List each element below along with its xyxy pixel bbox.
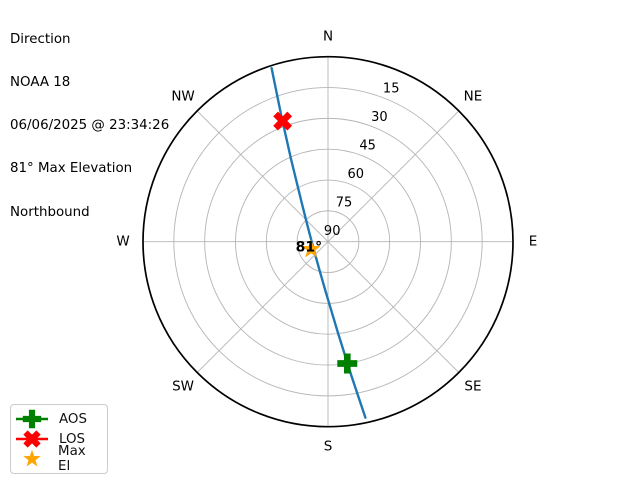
pass-direction: Northbound: [10, 204, 90, 220]
star-icon: [23, 449, 41, 467]
pass-info-block: Direction NOAA 18 06/06/2025 @ 23:34:26 …: [10, 4, 169, 249]
satellite-name: NOAA 18: [10, 75, 71, 91]
compass-label-NE: NE: [464, 89, 483, 105]
legend-item-aos: AOS: [15, 409, 101, 429]
elevation-tick-label-45: 45: [359, 139, 376, 154]
legend-box: AOS LOS Max El: [10, 404, 108, 474]
aos-marker: [337, 353, 358, 374]
compass-label-W: W: [116, 234, 129, 250]
elevation-tick-label-90: 90: [324, 224, 341, 239]
elevation-tick-label-60: 60: [348, 167, 365, 182]
legend-item-los: LOS: [15, 429, 101, 449]
compass-label-N: N: [323, 29, 333, 45]
max-el-marker: [301, 239, 321, 258]
plus-icon: [22, 409, 42, 429]
horizon-circle: [142, 55, 514, 428]
legend-label: Max El: [58, 444, 86, 474]
elevation-tick-label-15: 15: [383, 82, 400, 97]
compass-label-E: E: [529, 234, 538, 250]
elevation-tick-label-30: 30: [371, 110, 388, 125]
max-elevation-text: 81° Max Elevation: [10, 161, 133, 177]
azimuth-spoke-315: [196, 110, 329, 243]
legend-label: AOS: [59, 411, 87, 427]
compass-label-SE: SE: [464, 379, 481, 395]
legend-swatch-plus: [16, 409, 48, 429]
max-el-annotation: 81°: [296, 240, 322, 256]
legend-swatch-x: [16, 430, 48, 448]
legend-label: LOS: [59, 431, 86, 447]
los-marker: [273, 111, 293, 131]
x-icon: [23, 430, 41, 448]
azimuth-spoke-225: [196, 241, 329, 373]
legend-item-max-el: Max El: [15, 444, 101, 474]
azimuth-spoke-45: [327, 110, 460, 243]
legend-swatch-star: [23, 449, 41, 467]
chart-title: Direction: [10, 31, 71, 47]
compass-label-SW: SW: [172, 379, 194, 395]
compass-label-NW: NW: [171, 89, 194, 105]
pass-datetime: 06/06/2025 @ 23:34:26: [10, 118, 170, 134]
elevation-tick-label-75: 75: [336, 196, 353, 211]
azimuth-spoke-135: [327, 241, 460, 373]
compass-label-S: S: [324, 439, 333, 455]
